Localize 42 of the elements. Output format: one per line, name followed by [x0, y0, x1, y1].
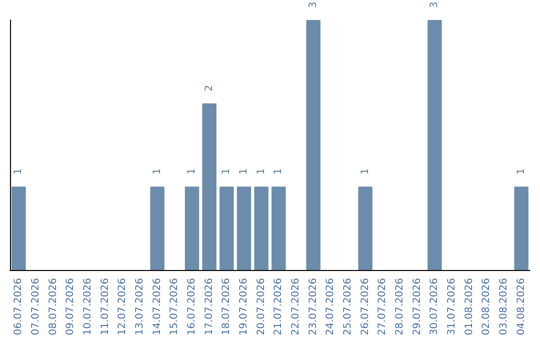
x-tick-label: 19.07.2026: [238, 278, 250, 336]
x-tick-label: 25.07.2026: [342, 278, 354, 336]
x-tick-label: 26.07.2026: [360, 278, 371, 336]
data-label: 2: [204, 84, 215, 92]
x-tick-label: 30.07.2026: [429, 278, 440, 336]
data-label: 1: [13, 168, 24, 175]
x-tick-label: 01.08.2026: [464, 278, 475, 336]
x-tick-label: 15.07.2026: [169, 278, 180, 336]
x-tick-label: 06.07.2026: [13, 278, 24, 336]
x-tick-label: 16.07.2026: [186, 278, 198, 336]
x-tick-label: 17.07.2026: [204, 278, 215, 336]
x-tick-label: 10.07.2026: [82, 278, 94, 336]
x-tick-label: 29.07.2026: [412, 278, 423, 336]
data-label: 1: [152, 168, 163, 175]
data-label: 1: [238, 168, 250, 175]
x-tick-label: 03.08.2026: [498, 278, 510, 336]
x-tick-label: 21.07.2026: [273, 278, 284, 336]
data-label: 1: [273, 168, 284, 175]
x-tick-label: 27.07.2026: [377, 278, 388, 336]
x-tick-label: 14.07.2026: [152, 278, 163, 336]
data-label: 1: [360, 168, 371, 175]
x-tick-label: 12.07.2026: [117, 278, 128, 336]
x-tick-label: 20.07.2026: [256, 278, 267, 336]
x-tick-label: 23.07.2026: [308, 278, 319, 336]
x-tick-label: 04.08.2026: [516, 278, 527, 336]
x-tick-label: 22.07.2026: [290, 278, 302, 336]
data-label: 1: [186, 168, 198, 175]
data-label: 1: [516, 168, 527, 175]
x-tick-label: 02.08.2026: [481, 278, 492, 336]
x-tick-label: 28.07.2026: [394, 278, 406, 336]
x-tick-label: 13.07.2026: [134, 278, 146, 336]
data-label: 1: [221, 168, 232, 175]
x-tick-label: 07.07.2026: [30, 278, 42, 336]
x-tick-label: 18.07.2026: [221, 278, 232, 336]
data-label: 1: [256, 168, 267, 175]
x-tick-label: 09.07.2026: [65, 278, 76, 336]
x-tick-label: 08.07.2026: [48, 278, 59, 336]
data-label: 3: [308, 2, 319, 8]
data-label: 3: [429, 2, 440, 8]
x-tick-label: 24.07.2026: [325, 278, 336, 336]
x-tick-label: 11.07.2026: [100, 278, 111, 336]
x-tick-label: 31.07.2026: [446, 278, 458, 336]
